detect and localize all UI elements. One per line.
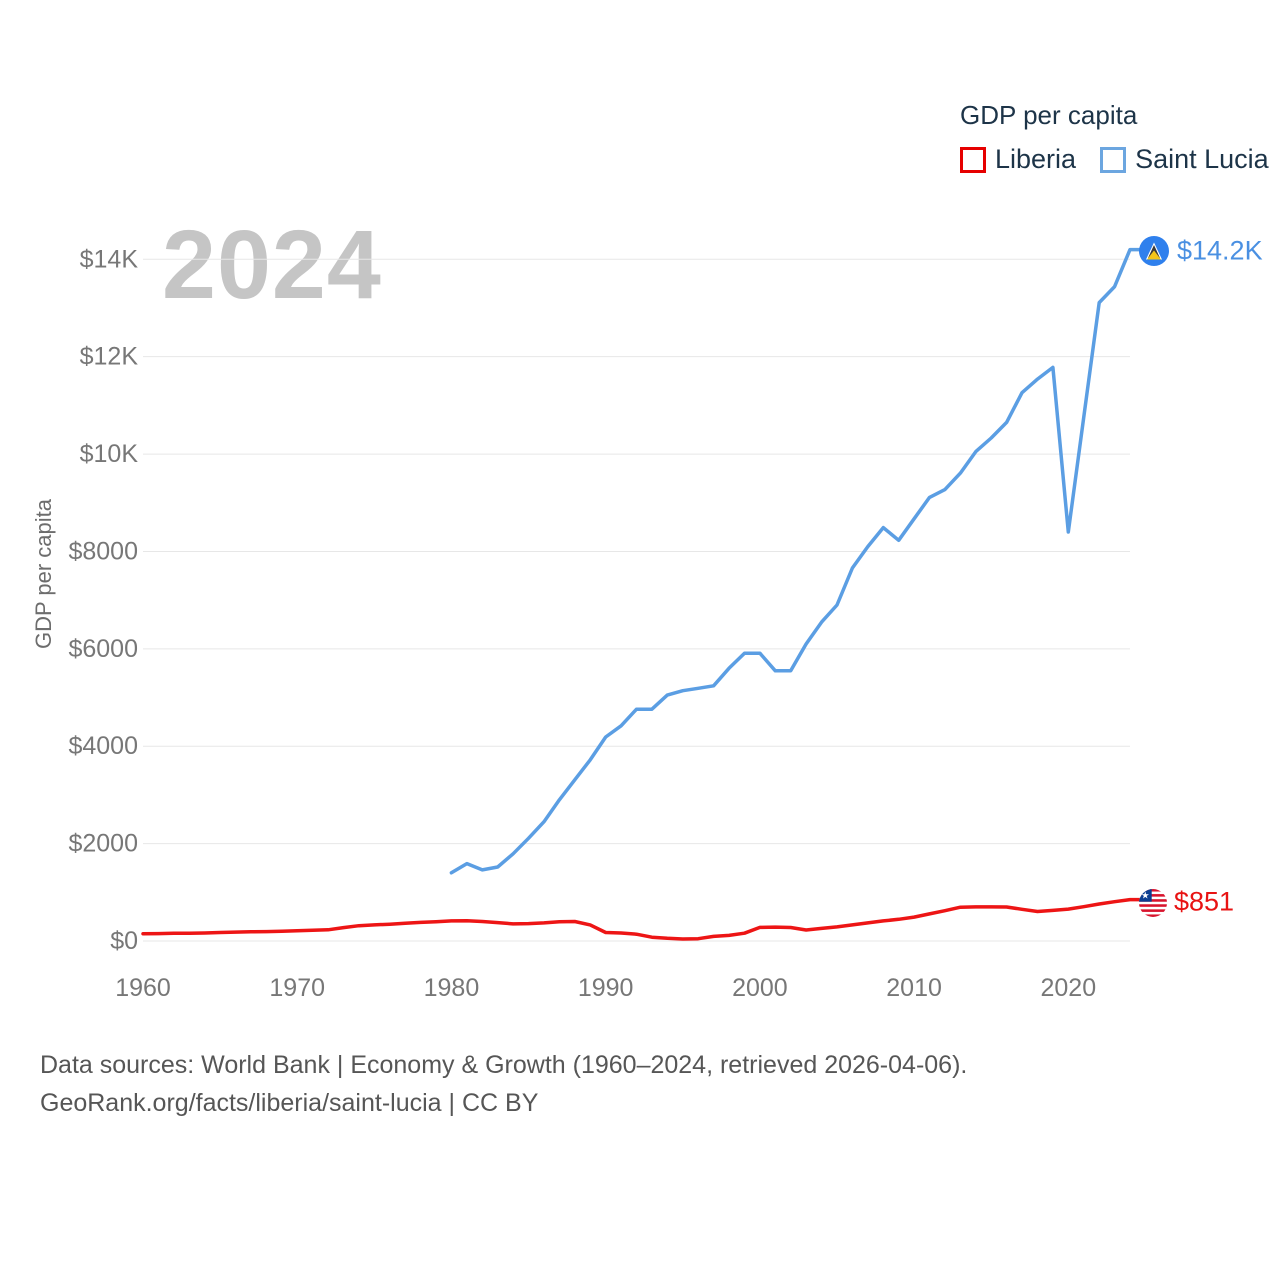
year-watermark: 2024 [162,210,382,319]
legend-items: Liberia Saint Lucia [960,144,1269,175]
saint-lucia-end-value-label: $14.2K [1177,235,1263,266]
liberia-line [141,897,1142,941]
y-tick-label-6000: $6000 [68,635,138,663]
y-tick-label-14000: $14K [80,245,139,273]
x-tick-label-1960: 1960 [115,974,171,1002]
x-tick-label-1980: 1980 [424,974,480,1002]
y-tick-label-2000: $2000 [68,830,138,858]
saint-lucia-line [449,247,1142,875]
legend-title: GDP per capita [960,100,1138,130]
liberia-flag-icon: ★ [1139,889,1167,917]
y-tick-label-12000: $12K [80,343,139,371]
footer-data-sources: Data sources: World Bank | Economy & Gro… [40,1051,968,1079]
x-tick-label-1970: 1970 [269,974,325,1002]
liberia-swatch-icon [960,146,986,173]
footer-attribution-link[interactable]: GeoRank.org/facts/liberia/saint-lucia | … [40,1089,539,1117]
footer: Data sources: World Bank | Economy & Gro… [40,1046,967,1122]
y-tick-label-8000: $8000 [68,537,138,565]
x-tick-label-2000: 2000 [732,974,788,1002]
y-tick-label-0: $0 [110,927,138,955]
legend: GDP per capita Liberia Saint Lucia [960,100,1269,175]
legend-item-saint-lucia[interactable]: Saint Lucia [1100,144,1269,175]
legend-item-saint-lucia-label: Saint Lucia [1135,144,1269,174]
legend-item-liberia-label: Liberia [995,144,1077,174]
saint-lucia-flag-icon [1139,236,1169,266]
legend-item-liberia[interactable]: Liberia [960,144,1076,175]
liberia-end-value-label: $851 [1174,886,1235,917]
x-tick-label-1990: 1990 [578,974,634,1002]
x-tick-label-2010: 2010 [886,974,942,1002]
y-tick-label-10000: $10K [80,440,139,468]
svg-text:★: ★ [1141,890,1150,901]
y-tick-label-4000: $4000 [68,732,138,760]
x-tick-label-2020: 2020 [1041,974,1097,1002]
saint-lucia-swatch-icon [1100,146,1127,173]
